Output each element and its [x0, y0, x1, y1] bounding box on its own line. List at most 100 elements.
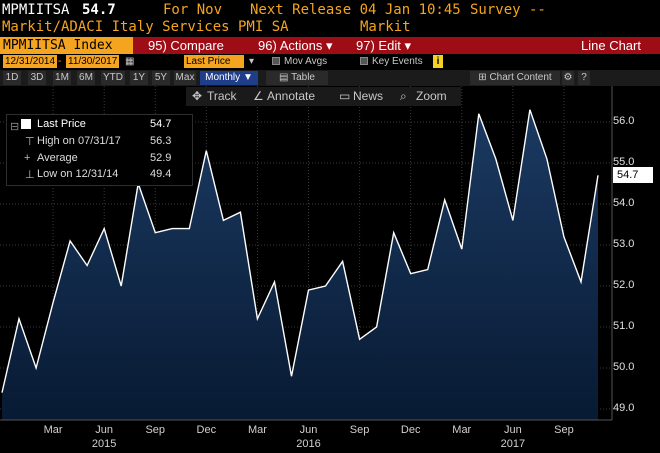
- period-3d[interactable]: 3D: [28, 71, 46, 85]
- data-point: [427, 268, 429, 270]
- data-point: [52, 301, 54, 303]
- actions-button[interactable]: 96) Actions ▾: [258, 37, 333, 54]
- ticker-code: MPMIITSA: [2, 2, 70, 18]
- last-value: 54.7: [82, 2, 116, 18]
- y-tick-label: 54.0: [613, 197, 635, 209]
- track-button[interactable]: Track: [207, 89, 237, 103]
- end-date-input[interactable]: 11/30/2017: [66, 55, 120, 68]
- data-point: [35, 367, 37, 369]
- data-point: [461, 248, 463, 250]
- data-point: [546, 158, 548, 160]
- period-ytd[interactable]: YTD: [101, 71, 125, 85]
- table-button[interactable]: ▤ Table: [266, 71, 328, 85]
- x-tick-label: Mar: [247, 424, 267, 436]
- mov-avgs-checkbox[interactable]: [272, 57, 280, 65]
- compare-button[interactable]: 95) Compare: [148, 37, 224, 54]
- description: Markit/ADACI Italy Services PMI SA: [2, 19, 289, 35]
- key-events-label: Key Events: [372, 56, 423, 67]
- period-1y[interactable]: 1Y: [130, 71, 148, 85]
- actions-caret-icon: ▾: [325, 38, 333, 53]
- zoom-icon: ⌕: [400, 89, 407, 103]
- data-point: [222, 219, 224, 221]
- y-tick-label: 49.0: [613, 402, 635, 414]
- period-6m[interactable]: 6M: [77, 71, 95, 85]
- edit-button[interactable]: 97) Edit ▾: [356, 37, 411, 54]
- period-5y[interactable]: 5Y: [152, 71, 170, 85]
- frequency-select[interactable]: Monthly ▼: [200, 71, 258, 85]
- security-field[interactable]: MPMIITSA Index: [0, 37, 133, 54]
- mov-avgs-label: Mov Avgs: [284, 56, 328, 67]
- data-point: [580, 281, 582, 283]
- x-year-label: 2017: [500, 438, 526, 450]
- x-tick-label: Sep: [349, 424, 370, 436]
- field-dropdown-icon[interactable]: ▾: [249, 56, 255, 67]
- frequency-dropdown-icon: ▼: [242, 72, 253, 83]
- data-point: [1, 391, 3, 393]
- table-label: Table: [291, 72, 315, 83]
- data-point: [409, 273, 411, 275]
- key-events-checkbox[interactable]: [360, 57, 368, 65]
- info-icon[interactable]: i: [433, 55, 443, 68]
- data-point: [478, 113, 480, 115]
- annotate-button[interactable]: Annotate: [267, 89, 316, 103]
- track-icon: ✥: [192, 89, 203, 103]
- chart-canvas[interactable]: [0, 86, 660, 453]
- period-1d[interactable]: 1D: [3, 71, 21, 85]
- command-bar: MPMIITSA Index 95) Compare 96) Actions ▾…: [0, 37, 660, 54]
- chart-type-title: Line Chart: [581, 38, 641, 53]
- zoom-button[interactable]: Zoom: [416, 89, 447, 103]
- legend-last-label: Last Price: [37, 118, 86, 130]
- chart-content-icon: ⊞: [478, 72, 487, 83]
- help-icon[interactable]: ?: [578, 71, 590, 85]
- date-range-dash: -: [58, 56, 62, 67]
- y-tick-label: 51.0: [613, 320, 635, 332]
- data-point: [205, 150, 207, 152]
- y-tick-label: 50.0: [613, 361, 635, 373]
- chart-content-label: Chart Content: [489, 72, 552, 83]
- calendar-icon[interactable]: ▦: [125, 56, 135, 67]
- x-year-label: 2015: [91, 438, 117, 450]
- legend-last-swatch: [21, 119, 31, 129]
- data-point: [256, 318, 258, 320]
- data-point: [307, 289, 309, 291]
- x-tick-label: Jun: [299, 424, 318, 436]
- legend-high-label: High on 07/31/17: [37, 135, 121, 147]
- settings-gear-icon[interactable]: ⚙: [562, 71, 574, 85]
- data-point: [358, 338, 360, 340]
- period-max[interactable]: Max: [174, 71, 196, 85]
- legend-low-value: 49.4: [150, 168, 172, 180]
- start-date-input[interactable]: 12/31/2014: [3, 55, 58, 68]
- last-value-label: 54.7: [613, 167, 653, 184]
- y-tick-label: 55.0: [613, 156, 635, 168]
- actions-label: Actions: [279, 38, 323, 53]
- high-marker-icon: ⊤: [25, 136, 35, 148]
- legend-collapse-icon[interactable]: ⊟: [10, 121, 20, 133]
- x-tick-label: Dec: [196, 424, 217, 436]
- compare-num: 95): [148, 38, 167, 53]
- low-marker-icon: ⊥: [25, 169, 35, 181]
- period-1m[interactable]: 1M: [53, 71, 71, 85]
- legend-low-label: Low on 12/31/14: [37, 168, 119, 180]
- data-point: [444, 199, 446, 201]
- field-select[interactable]: Last Price: [184, 55, 244, 68]
- data-point: [341, 260, 343, 262]
- chart-content-button[interactable]: ⊞ Chart Content: [470, 71, 560, 85]
- data-point: [86, 264, 88, 266]
- legend-high-value: 56.3: [150, 135, 172, 147]
- data-point: [188, 227, 190, 229]
- legend-avg-label: Average: [37, 152, 78, 164]
- y-tick-label: 53.0: [613, 238, 635, 250]
- date-row: 12/31/2014 - 11/30/2017 ▦ Last Price ▾ M…: [0, 54, 660, 70]
- average-marker-icon: +: [24, 152, 31, 164]
- actions-num: 96): [258, 38, 277, 53]
- source: Markit: [360, 19, 411, 35]
- news-button[interactable]: News: [353, 89, 384, 103]
- series-line: [1, 109, 599, 393]
- chart-toolbar: ✥ Track ∠ Annotate ▭ News ⌕ Zoom: [186, 87, 461, 106]
- data-point: [597, 174, 599, 176]
- edit-num: 97): [356, 38, 375, 53]
- x-tick-label: Sep: [554, 424, 574, 436]
- y-tick-label: 52.0: [613, 279, 635, 291]
- next-release: Next Release 04 Jan 10:45: [250, 2, 461, 18]
- legend-last-value: 54.7: [150, 118, 172, 130]
